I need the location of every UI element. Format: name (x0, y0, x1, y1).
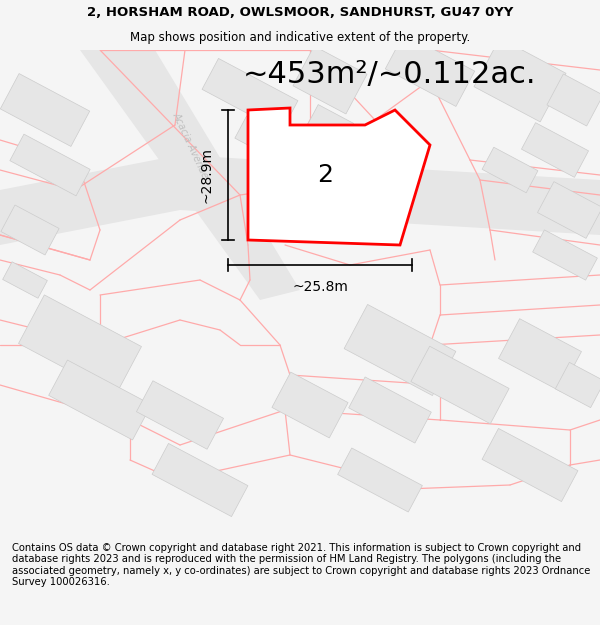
Polygon shape (248, 108, 430, 245)
Polygon shape (307, 104, 353, 146)
Polygon shape (272, 372, 348, 438)
Polygon shape (344, 304, 456, 396)
Polygon shape (538, 182, 600, 238)
Polygon shape (0, 155, 600, 245)
Polygon shape (474, 38, 566, 122)
Polygon shape (136, 381, 224, 449)
Text: Map shows position and indicative extent of the property.: Map shows position and indicative extent… (130, 31, 470, 44)
Polygon shape (10, 134, 90, 196)
Text: ~28.9m: ~28.9m (199, 147, 213, 203)
Polygon shape (349, 377, 431, 443)
Polygon shape (152, 443, 248, 517)
Text: 2: 2 (317, 163, 333, 187)
Text: Acacia Avenue: Acacia Avenue (170, 111, 210, 179)
Polygon shape (202, 58, 298, 132)
Polygon shape (555, 362, 600, 408)
Text: ~453m²/~0.112ac.: ~453m²/~0.112ac. (243, 61, 537, 89)
Polygon shape (482, 148, 538, 192)
Polygon shape (533, 230, 598, 280)
Text: Horsham R...: Horsham R... (273, 221, 337, 239)
Polygon shape (482, 428, 578, 502)
Polygon shape (411, 346, 509, 424)
Polygon shape (293, 46, 367, 114)
Polygon shape (521, 122, 589, 177)
Polygon shape (1, 205, 59, 255)
Polygon shape (547, 74, 600, 126)
Polygon shape (2, 262, 47, 298)
Polygon shape (80, 50, 300, 300)
Polygon shape (19, 295, 142, 395)
Polygon shape (235, 116, 295, 164)
Polygon shape (499, 319, 581, 391)
Text: ~25.8m: ~25.8m (292, 280, 348, 294)
Polygon shape (0, 74, 90, 146)
Text: Contains OS data © Crown copyright and database right 2021. This information is : Contains OS data © Crown copyright and d… (12, 542, 590, 588)
Polygon shape (49, 360, 151, 440)
Polygon shape (385, 34, 475, 106)
Polygon shape (338, 448, 422, 512)
Text: 2, HORSHAM ROAD, OWLSMOOR, SANDHURST, GU47 0YY: 2, HORSHAM ROAD, OWLSMOOR, SANDHURST, GU… (87, 6, 513, 19)
